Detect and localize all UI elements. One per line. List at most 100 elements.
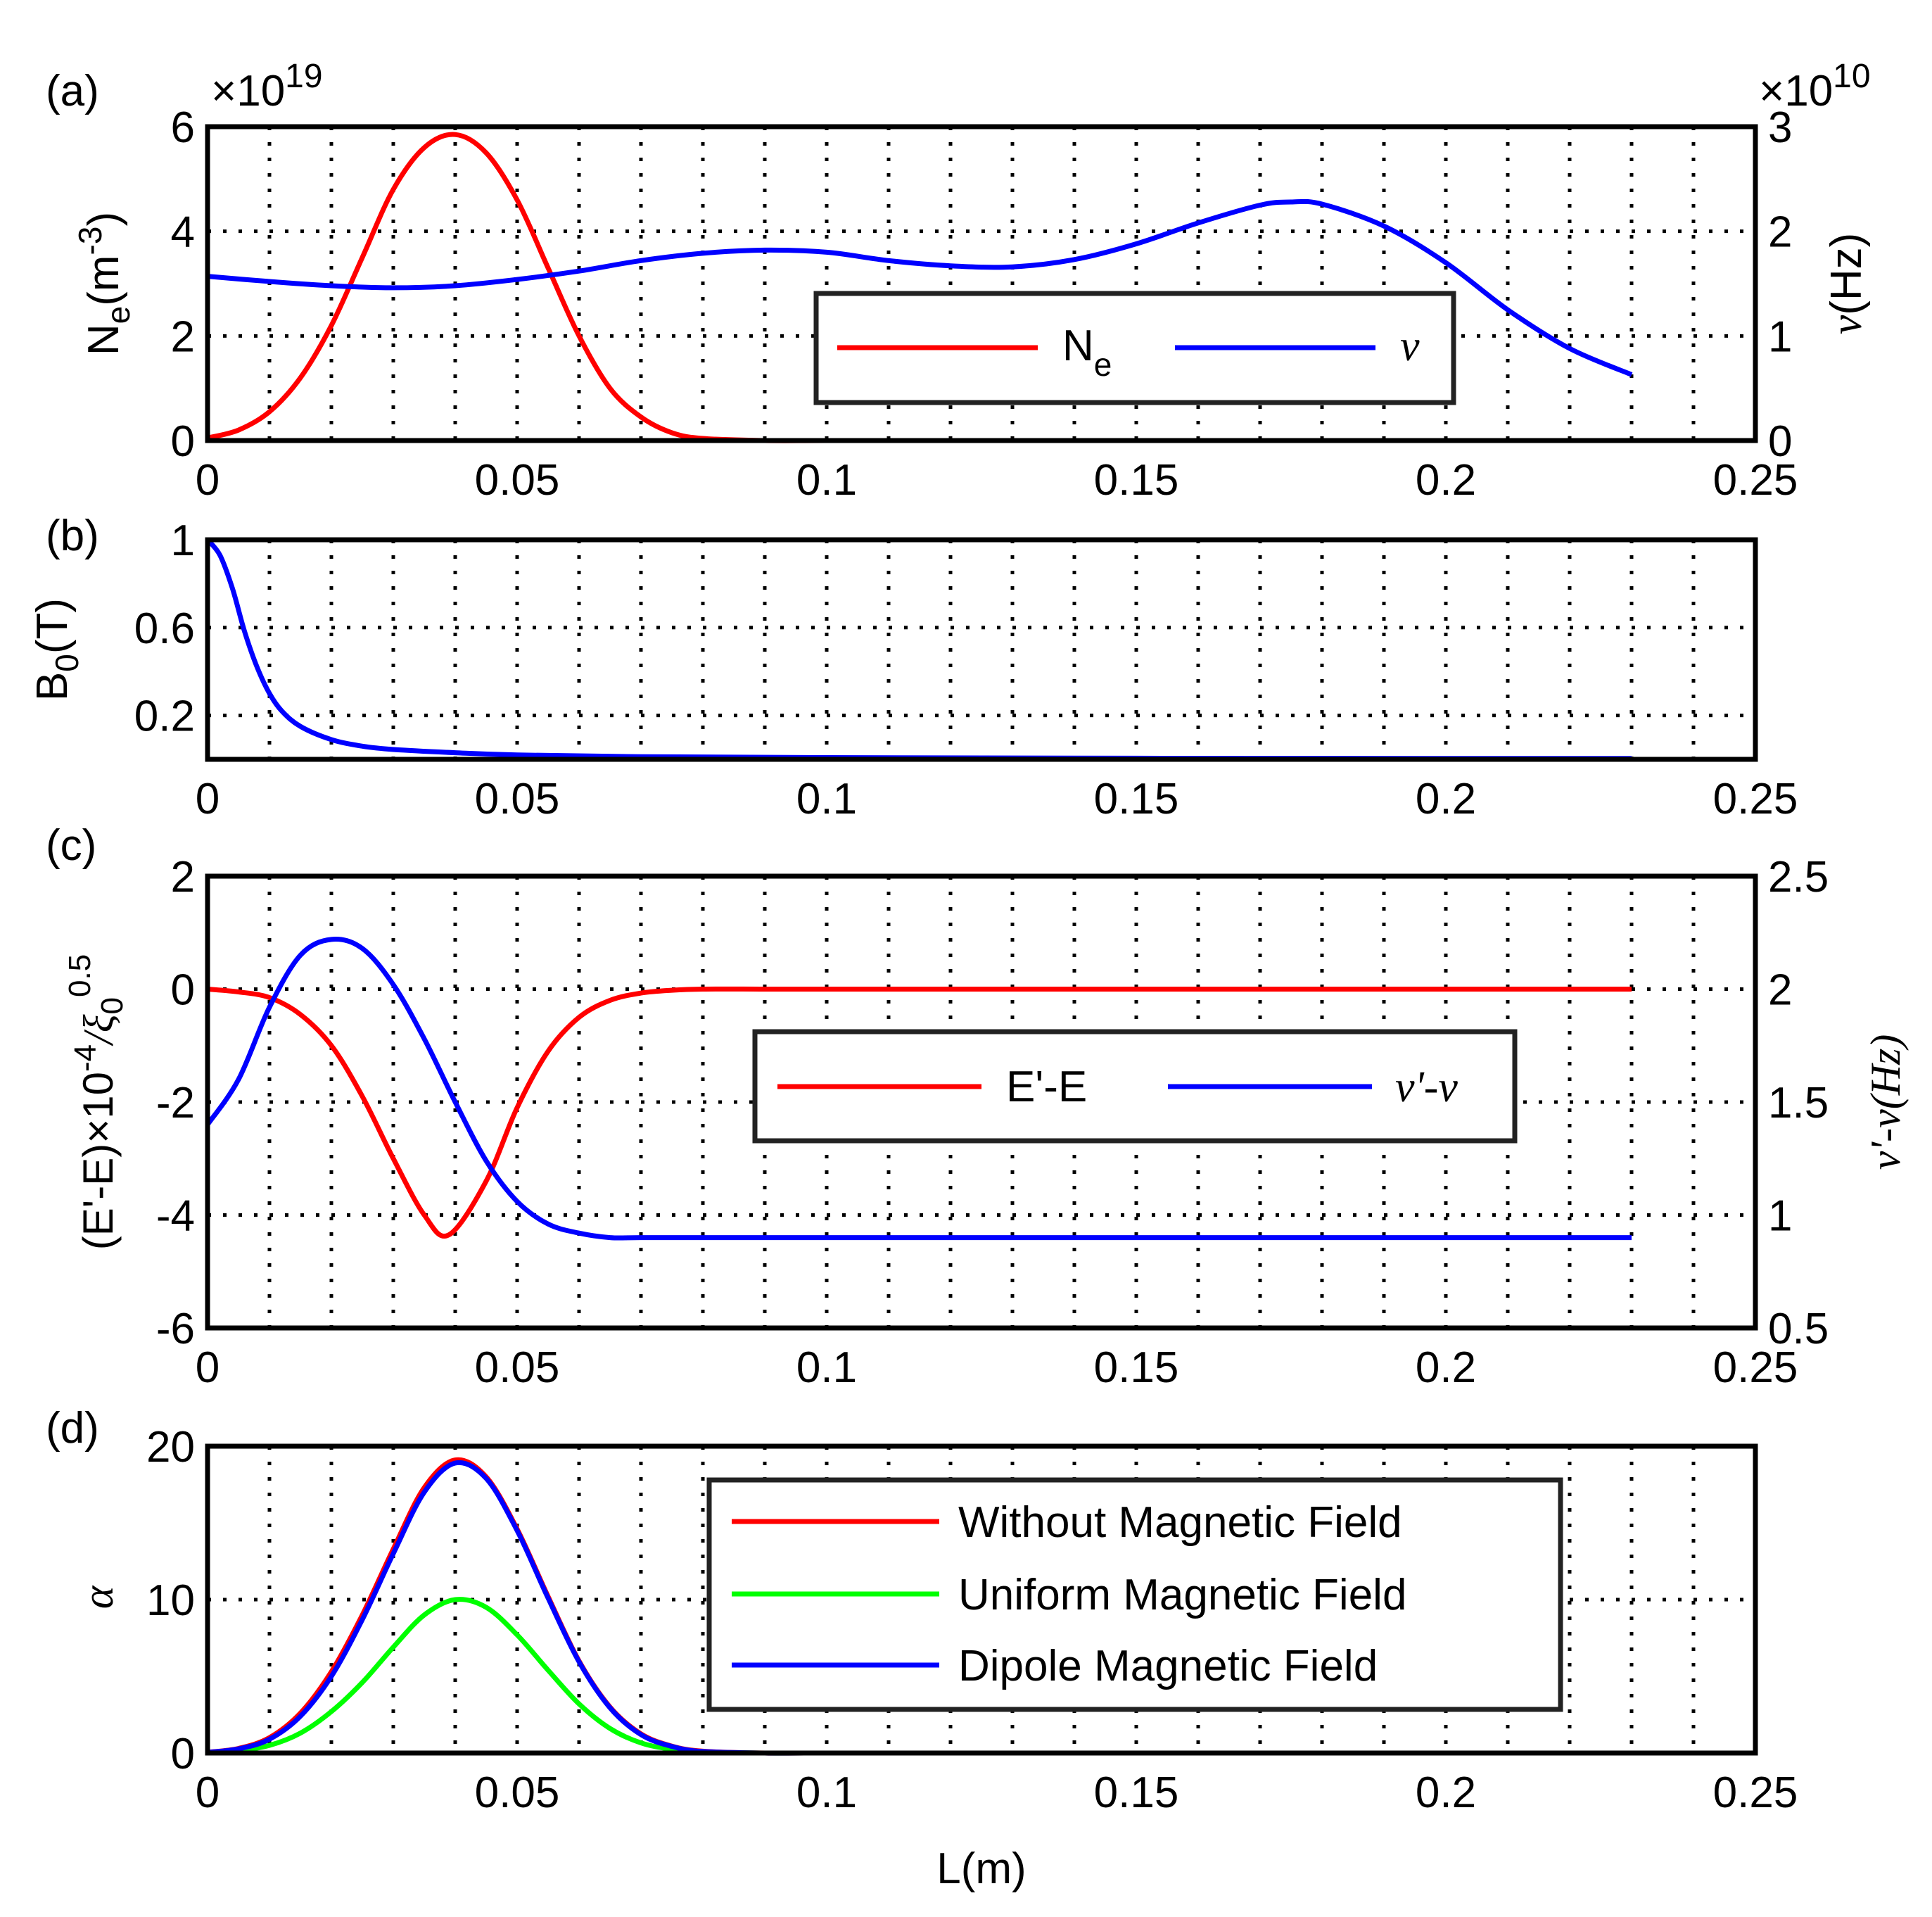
panel-a-y-label-unit: (m: [80, 255, 128, 305]
panel-c-y-label-exp: -4: [68, 1044, 103, 1072]
panel-c-y-tick-labels: -6 -4 -2 0 2: [156, 853, 195, 1353]
panel-c-y-tick-label: 2: [171, 853, 195, 901]
panel-c-y2-axis-label: ν'-ν(Hz): [1862, 1035, 1909, 1170]
panel-d-y-tick-label: 0: [171, 1730, 195, 1778]
panel-b-y-axis-label: B0(T): [28, 598, 85, 701]
panel-c-y-label-tail-sub: 0: [95, 997, 129, 1014]
panel-c-x-tick-label: 0: [196, 1343, 220, 1392]
panel-c-x-tick-label: 0.15: [1094, 1343, 1179, 1392]
panel-a-y2-tick-label: 0: [1768, 417, 1792, 466]
panel-c-x-tick-label: 0.1: [796, 1343, 857, 1392]
panel-c-series-series: [205, 937, 1632, 1241]
panel-b-plot-area: [205, 538, 1632, 761]
panel-d: 0 0.05 0.1 0.15 0.2 0.25 0 10 20 (d) α L(m) Wit…: [46, 1404, 1798, 1893]
panel-a-x-tick-label: 0.1: [796, 456, 857, 505]
panel-b-y-label-sub: 0: [49, 654, 85, 672]
panel-a-y-multiplier-base: ×10: [211, 67, 285, 115]
panel-a-x-tick-label: 0.05: [475, 456, 560, 505]
panel-a-y-label-main: N: [80, 324, 128, 355]
panel-a-y2-multiplier-base: ×10: [1759, 67, 1833, 115]
panel-d-y-tick-labels: 0 10 20: [146, 1423, 195, 1778]
panel-c-y-label-main: (E'-E)×10: [75, 1072, 122, 1250]
panel-c-x-tick-label: 0.05: [475, 1343, 560, 1392]
panel-d-legend: Without Magnetic Field Uniform Magnetic …: [706, 1477, 1563, 1712]
panel-a-x-tick-label: 0.15: [1094, 456, 1179, 505]
panel-c-y2-tick-label: 2.5: [1768, 853, 1829, 901]
panel-d-x-tick-label: 0.15: [1094, 1769, 1179, 1817]
panel-b-x-tick-label: 0.15: [1094, 775, 1179, 823]
panel-b-y-tick-label: 1: [171, 517, 195, 565]
panel-c-frame: [205, 873, 1758, 1331]
panel-a-y2-multiplier-exp: 10: [1833, 58, 1870, 95]
panel-d-y-tick-label: 10: [146, 1576, 195, 1625]
panel-c: 0 0.05 0.1 0.15 0.2 0.25 -6 -4 -2 0 2 0.5 1 1.5 2 2.5…: [46, 821, 1909, 1392]
panel-b-x-tick-label: 0: [196, 775, 220, 823]
panel-c-y2-tick-labels: 0.5 1 1.5 2 2.5: [1768, 853, 1829, 1353]
panel-a-y-label-exp: -3: [72, 227, 108, 255]
panel-a-y2-tick-label: 2: [1768, 208, 1792, 257]
panel-c-y2-tick-label: 1: [1768, 1192, 1792, 1241]
panel-b-grid: [208, 540, 1755, 759]
panel-b-y-label-unit: (T): [28, 598, 77, 654]
panel-b-x-tick-label: 0.1: [796, 775, 857, 823]
panel-c-y-axis-label: (E'-E)×10-4/ξ00.5: [63, 954, 129, 1250]
panel-a-y-tick-labels: 0 2 4 6: [171, 103, 195, 466]
panel-a-y-tick-label: 2: [171, 312, 195, 361]
panel-b-x-tick-labels: 0 0.05 0.1 0.15 0.2 0.25: [196, 775, 1798, 823]
panel-a-x-tick-label: 0.2: [1416, 456, 1476, 505]
panel-a-y-multiplier: ×1019: [211, 58, 323, 115]
panel-c-plot-area: [205, 937, 1632, 1241]
panel-c-label: (c): [46, 821, 96, 870]
panel-c-y-tick-label: -2: [156, 1079, 195, 1127]
panel-c-y-tick-label: 0: [171, 966, 195, 1015]
panel-b: 0 0.05 0.1 0.15 0.2 0.25 0.20.61 (b) B0(T): [28, 512, 1798, 823]
panel-b-series-b0: [205, 538, 1632, 761]
panel-a-y2-multiplier: ×1010: [1759, 58, 1871, 115]
panel-c-y-label-tail-exp: 0.5: [63, 954, 97, 997]
panel-c-x-tick-label: 0.2: [1416, 1343, 1476, 1392]
panel-d-x-tick-label: 0: [196, 1769, 220, 1817]
panel-c-series-e-e: [207, 986, 1632, 1239]
panel-a-y-multiplier-exp: 19: [285, 58, 322, 95]
panel-d-x-tick-label: 0.05: [475, 1769, 560, 1817]
panel-d-legend-label-uniform: Uniform Magnetic Field: [958, 1571, 1406, 1619]
panel-a-legend-label-ne: Ne: [1062, 322, 1112, 383]
panel-c-y-label-tail: /ξ: [75, 1014, 122, 1046]
panel-c-y2-tick-label: 0.5: [1768, 1305, 1829, 1353]
panel-d-x-tick-label: 0.1: [796, 1769, 857, 1817]
panel-d-y-axis-label: α: [75, 1585, 122, 1609]
panel-b-y-tick-label: 0.6: [134, 605, 195, 653]
panel-d-frame: [205, 1443, 1758, 1756]
panel-c-x-tick-label: 0.25: [1713, 1343, 1798, 1392]
panel-c-y2-tick-label: 1.5: [1768, 1079, 1829, 1127]
panel-a-y-label-close: ): [80, 212, 128, 227]
panel-d-x-tick-label: 0.25: [1713, 1769, 1798, 1817]
panel-c-legend: E'-E ν'-ν: [752, 1029, 1518, 1144]
panel-a-label: (a): [46, 67, 99, 115]
panel-b-x-tick-label: 0.25: [1713, 775, 1798, 823]
panel-a-y-tick-label: 4: [171, 208, 195, 257]
panel-d-label: (d): [46, 1404, 99, 1453]
panel-a-legend: Ne ν: [813, 291, 1456, 405]
panel-b-y-label-main: B: [28, 672, 77, 701]
panel-a-legend-label-nu: ν: [1400, 322, 1420, 370]
panel-a-legend-ne-sub: e: [1094, 346, 1112, 383]
panel-d-x-tick-label: 0.2: [1416, 1769, 1476, 1817]
panel-b-y-tick-labels: 0.2 0.6 1: [134, 517, 195, 741]
panel-a-y-label-sub: e: [100, 306, 136, 324]
panel-c-y-tick-label: -6: [156, 1305, 195, 1353]
panel-a-y-axis-label: Ne(m-3): [72, 212, 136, 355]
panel-d-legend-label-without: Without Magnetic Field: [958, 1498, 1402, 1547]
panel-d-x-tick-labels: 0 0.05 0.1 0.15 0.2 0.25: [196, 1769, 1798, 1817]
panel-a-y2-label-symbol: ν: [1823, 315, 1871, 334]
panel-a-legend-ne-main: N: [1062, 322, 1094, 370]
panel-a-y-tick-label: 0: [171, 417, 195, 466]
panel-d-x-axis-label: L(m): [936, 1845, 1026, 1893]
panel-a-series-series: [207, 198, 1633, 377]
panel-b-y-tick-label: 0.2: [134, 692, 195, 741]
panel-a-x-tick-label: 0: [196, 456, 220, 505]
panel-a-y2-tick-label: 3: [1768, 103, 1792, 152]
panel-b-label: (b): [46, 512, 99, 560]
panel-a-x-tick-label: 0.25: [1713, 456, 1798, 505]
